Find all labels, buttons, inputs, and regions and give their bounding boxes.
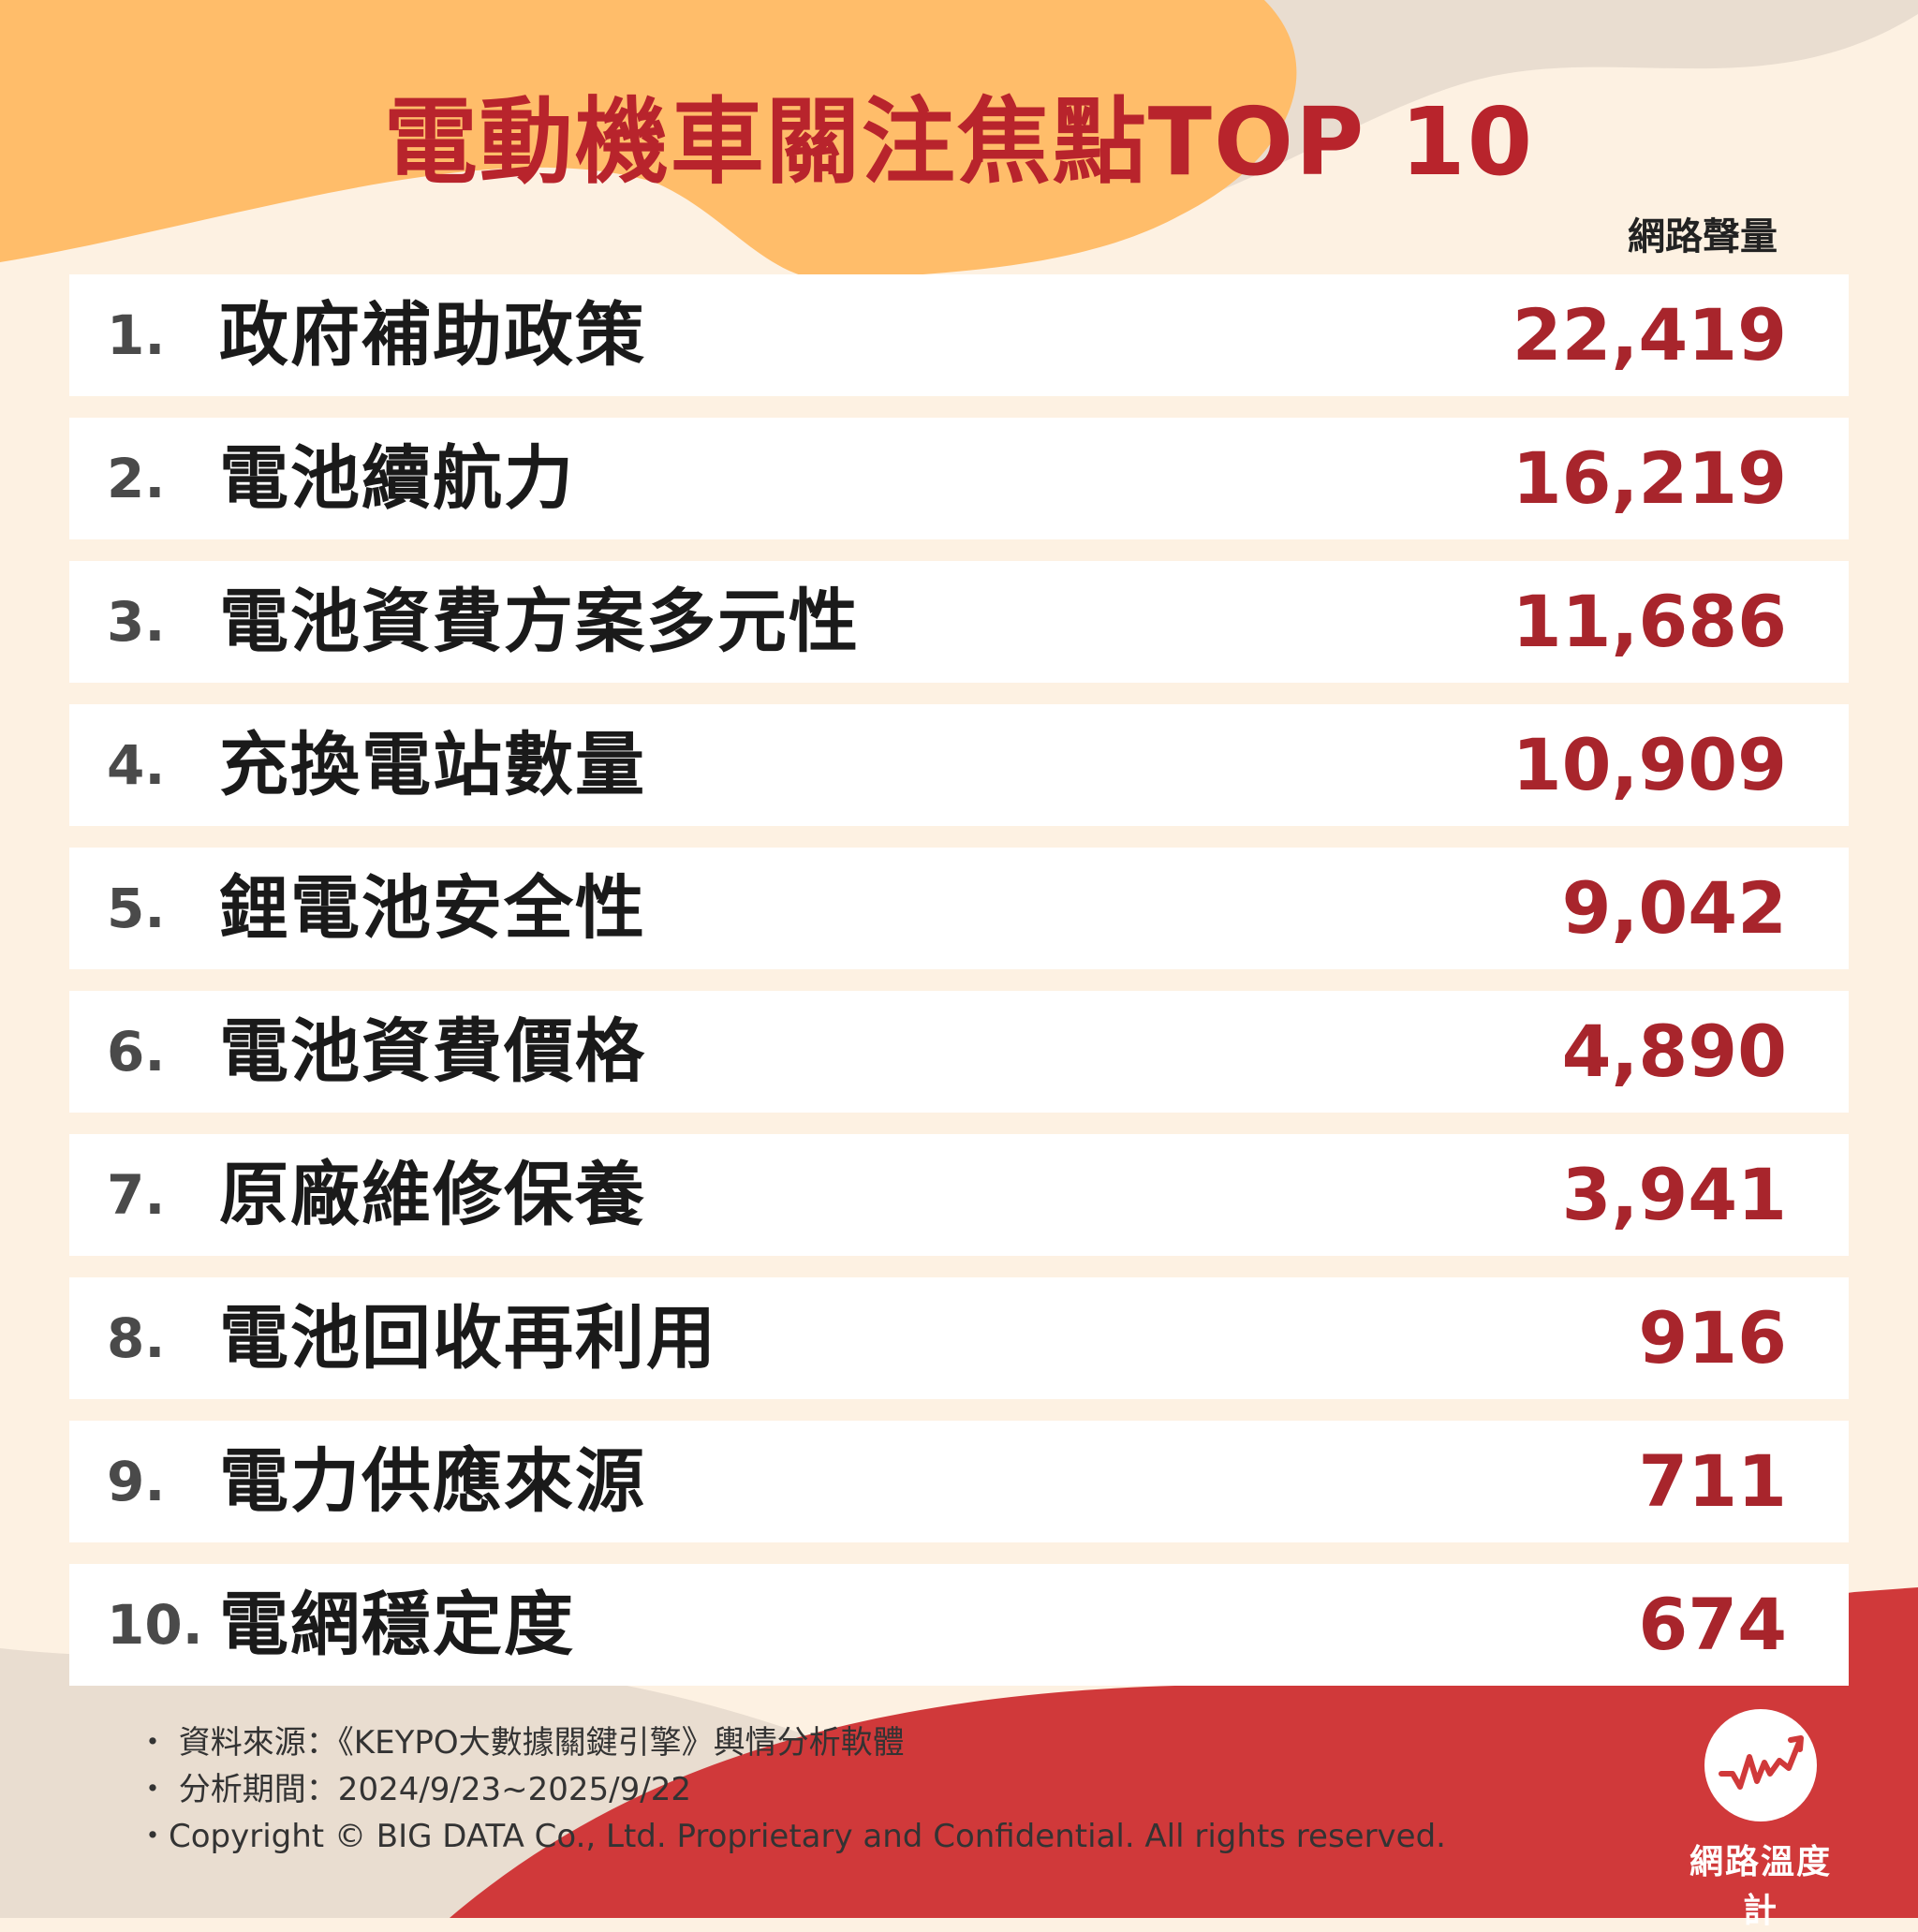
table-row: 9. 電力供應來源 711	[69, 1421, 1849, 1542]
column-header: 網路聲量	[1628, 215, 1778, 258]
topic-label: 政府補助政策	[219, 295, 646, 376]
rank-number: 10.	[107, 1593, 203, 1657]
topic-label: 電池資費方案多元性	[219, 582, 860, 662]
table-row: 5. 鋰電池安全性 9,042	[69, 848, 1849, 969]
footer-notes: ・ 資料來源：《KEYPO大數據關鍵引擎》輿情分析軟體 ・ 分析期間：2024/…	[137, 1719, 1446, 1860]
rank-number: 1.	[107, 303, 166, 367]
topic-label: 電池回收再利用	[219, 1298, 717, 1379]
source-note: ・ 資料來源：《KEYPO大數據關鍵引擎》輿情分析軟體	[137, 1724, 905, 1762]
volume-value: 11,686	[1512, 580, 1787, 663]
volume-value: 674	[1638, 1583, 1787, 1666]
logo-text: 網路溫度計	[1689, 1843, 1832, 1930]
topic-label: 電池續航力	[219, 438, 575, 519]
table-row: 2. 電池續航力 16,219	[69, 418, 1849, 539]
orange-blob-top	[0, 0, 1297, 282]
volume-value: 10,909	[1512, 723, 1787, 806]
volume-value: 4,890	[1561, 1010, 1787, 1093]
table-row: 7. 原廠維修保養 3,941	[69, 1134, 1849, 1256]
volume-value: 3,941	[1561, 1153, 1787, 1236]
topic-label: 電網穩定度	[219, 1585, 575, 1665]
table-row: 3. 電池資費方案多元性 11,686	[69, 561, 1849, 683]
rank-number: 4.	[107, 733, 166, 797]
volume-value: 9,042	[1561, 866, 1787, 950]
rank-number: 5.	[107, 877, 166, 940]
volume-value: 16,219	[1512, 436, 1787, 520]
volume-value: 711	[1638, 1439, 1787, 1523]
rank-number: 7.	[107, 1163, 166, 1227]
table-row: 4. 充換電站數量 10,909	[69, 704, 1849, 826]
table-row: 10. 電網穩定度 674	[69, 1564, 1849, 1686]
topic-label: 充換電站數量	[219, 725, 646, 805]
topic-label: 電力供應來源	[219, 1441, 646, 1522]
logo-circle	[1704, 1709, 1817, 1821]
trend-line-icon	[1719, 1735, 1804, 1790]
period-note: ・ 分析期間：2024/9/23~2025/9/22	[137, 1771, 691, 1808]
brand-logo: 網路溫度計	[1676, 1709, 1845, 1932]
rank-number: 3.	[107, 590, 166, 654]
ranking-table: 1. 政府補助政策 22,419 2. 電池續航力 16,219 3. 電池資費…	[69, 274, 1849, 1707]
topic-label: 電池資費價格	[219, 1011, 646, 1092]
volume-value: 22,419	[1512, 293, 1787, 376]
copyright-note: ・Copyright © BIG DATA Co., Ltd. Propriet…	[137, 1818, 1446, 1855]
table-row: 1. 政府補助政策 22,419	[69, 274, 1849, 396]
rank-number: 8.	[107, 1306, 166, 1370]
table-row: 8. 電池回收再利用 916	[69, 1277, 1849, 1399]
page-title: 電動機車關注焦點TOP 10	[383, 87, 1535, 197]
topic-label: 鋰電池安全性	[219, 868, 646, 949]
volume-value: 916	[1638, 1296, 1787, 1379]
rank-number: 6.	[107, 1020, 166, 1084]
table-row: 6. 電池資費價格 4,890	[69, 991, 1849, 1113]
rank-number: 2.	[107, 447, 166, 510]
rank-number: 9.	[107, 1450, 166, 1513]
topic-label: 原廠維修保養	[219, 1155, 646, 1235]
